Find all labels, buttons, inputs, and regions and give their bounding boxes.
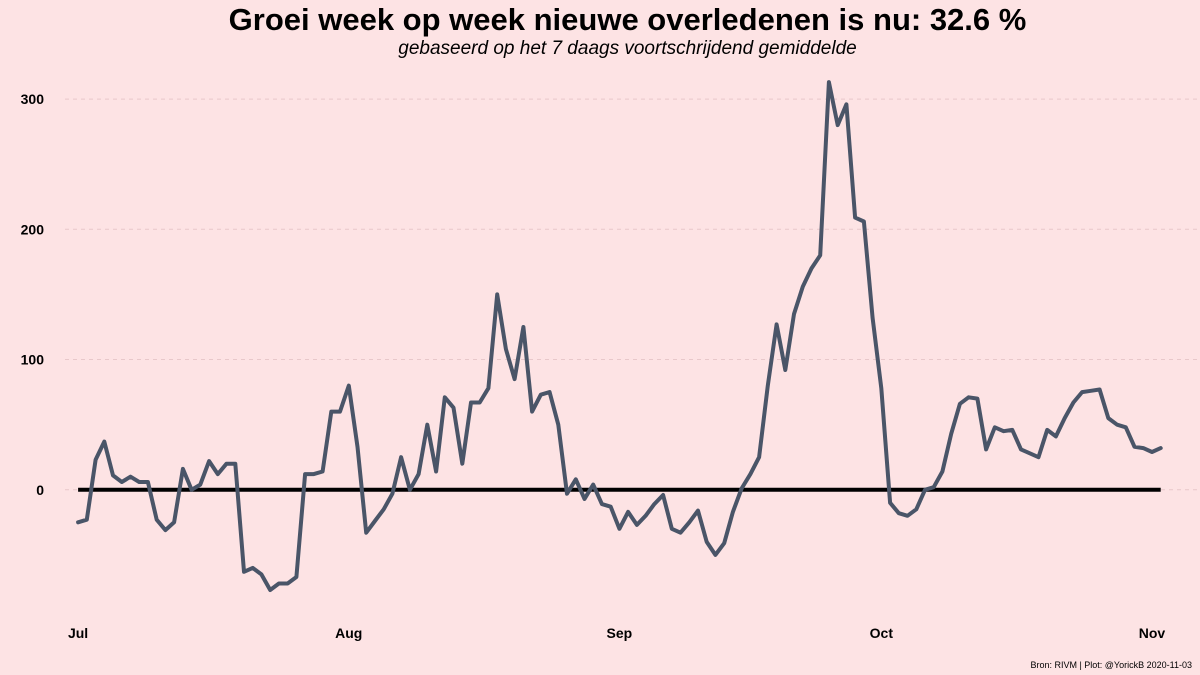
x-tick-label: Sep [607,625,633,641]
x-tick-label: Jul [68,625,88,641]
chart-subtitle: gebaseerd op het 7 daags voortschrijdend… [398,38,857,59]
x-tick-label: Oct [870,625,894,641]
y-axis-ticks: 0 100 200 300 [21,91,45,498]
x-tick-label: Aug [335,625,362,641]
y-tick-label: 0 [36,482,44,498]
y-tick-label: 100 [21,352,45,368]
gridlines [65,98,1200,491]
chart-title: Groei week op week nieuwe overledenen is… [228,2,1027,37]
series-line [76,80,1163,592]
x-axis-ticks: Jul Aug Sep Oct Nov [68,625,1165,641]
x-tick-label: Nov [1139,625,1166,641]
source-caption: Bron: RIVM | Plot: @YorickB 2020-11-03 [1030,660,1192,670]
series-layer [76,80,1163,592]
y-tick-label: 200 [21,221,45,237]
y-tick-label: 300 [21,91,45,107]
